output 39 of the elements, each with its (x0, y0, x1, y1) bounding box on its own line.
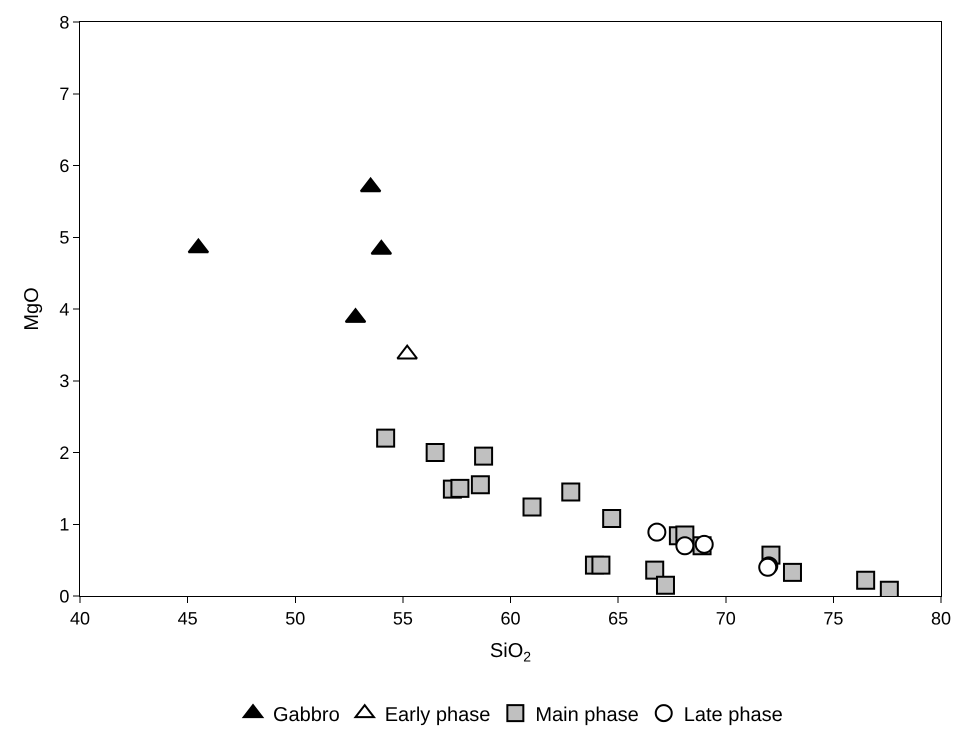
legend-label: Main phase (535, 704, 639, 726)
y-tick-label: 3 (59, 371, 70, 392)
y-tick-label: 6 (59, 156, 70, 176)
y-tick-label: 1 (59, 514, 70, 535)
point (474, 446, 494, 466)
point (426, 443, 445, 462)
y-tick-label: 4 (59, 299, 70, 320)
y-tick-label: 2 (59, 442, 70, 463)
x-tick-label: 75 (823, 608, 844, 629)
x-tick-label: 80 (930, 608, 952, 629)
legend-label: Late phase (684, 704, 783, 726)
point (591, 556, 610, 575)
point (602, 509, 622, 528)
x-tick-label: 40 (70, 608, 90, 629)
y-tick-label: 7 (59, 84, 70, 104)
point (470, 475, 490, 494)
point (376, 428, 396, 448)
x-tick-label: 45 (178, 608, 198, 629)
x-tick-label: 55 (392, 608, 413, 629)
point (656, 576, 675, 595)
x-tick-label: 60 (500, 608, 521, 629)
point (675, 536, 694, 556)
x-tick-label: 70 (716, 608, 736, 629)
legend-label: Early phase (384, 704, 490, 726)
point (370, 240, 392, 255)
x-tick-label: 50 (285, 608, 306, 629)
y-axis-title: MgO (20, 287, 43, 331)
point (782, 562, 802, 582)
point (856, 570, 876, 590)
y-tick-label: 0 (59, 586, 70, 606)
point (450, 478, 470, 498)
point (645, 560, 664, 580)
point (522, 498, 542, 517)
y-tick-label: 8 (59, 12, 70, 32)
x-tick-label: 65 (608, 608, 628, 629)
y-tick-label: 5 (59, 228, 70, 248)
x-axis-title: SiO$_{2}$ (490, 640, 532, 664)
point (561, 482, 580, 502)
legend-label: Gabbro (273, 704, 340, 726)
